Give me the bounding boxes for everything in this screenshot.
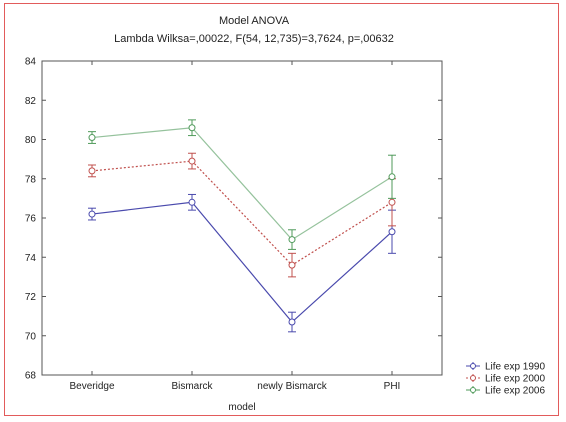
x-tick-label: PHI: [384, 381, 401, 392]
data-point: [288, 236, 296, 244]
y-tick-label: 76: [25, 214, 37, 225]
legend-swatch-marker: [470, 363, 476, 369]
y-tick-label: 80: [25, 135, 37, 146]
chart-border: [4, 3, 559, 416]
legend-label: Life exp 2006: [485, 386, 545, 397]
legend-item: Life exp 1990: [466, 362, 545, 373]
series-2: [88, 152, 396, 278]
chart-subtitle: Lambda Wilksa=,00022, F(54, 12,735)=3,76…: [114, 33, 394, 45]
series-3: [88, 119, 396, 250]
x-tick-label: Beveridge: [69, 381, 114, 392]
legend-label: Life exp 2000: [485, 374, 545, 385]
x-tick-label: Bismarck: [171, 381, 213, 392]
series-line: [91, 160, 393, 266]
x-axis: Beveridge Bismarck newly Bismarck PHI: [69, 61, 400, 392]
plot-area: [41, 60, 443, 376]
y-tick-label: 82: [25, 96, 37, 107]
data-point: [88, 167, 96, 175]
series-1: [88, 193, 396, 333]
series-line: [91, 201, 393, 323]
legend-swatch-marker: [470, 375, 476, 381]
y-tick-label: 74: [25, 253, 37, 264]
y-tick-label: 72: [25, 292, 37, 303]
data-point: [388, 198, 396, 206]
x-tick-label: newly Bismarck: [257, 381, 327, 392]
series-line: [91, 127, 393, 241]
legend-swatch-marker: [470, 387, 476, 393]
y-tick-label: 84: [25, 57, 37, 68]
data-point: [188, 157, 196, 165]
y-axis: 68 70 72 74 76 78 80 82 84: [25, 57, 442, 382]
legend-label: Life exp 1990: [485, 362, 545, 373]
data-point: [288, 318, 296, 326]
data-point: [188, 198, 196, 206]
y-tick-label: 70: [25, 331, 37, 342]
y-tick-label: 78: [25, 174, 37, 185]
y-tick-label: 68: [25, 371, 37, 382]
legend-item: Life exp 2000: [466, 374, 545, 385]
x-axis-label: model: [228, 402, 255, 413]
data-point: [88, 210, 96, 218]
data-point: [388, 173, 396, 181]
data-point: [188, 124, 196, 132]
legend-item: Life exp 2006: [466, 386, 545, 397]
series-layer: [88, 119, 396, 333]
chart-title: Model ANOVA: [219, 15, 290, 27]
data-point: [88, 134, 96, 142]
data-point: [288, 261, 296, 269]
data-point: [388, 228, 396, 236]
